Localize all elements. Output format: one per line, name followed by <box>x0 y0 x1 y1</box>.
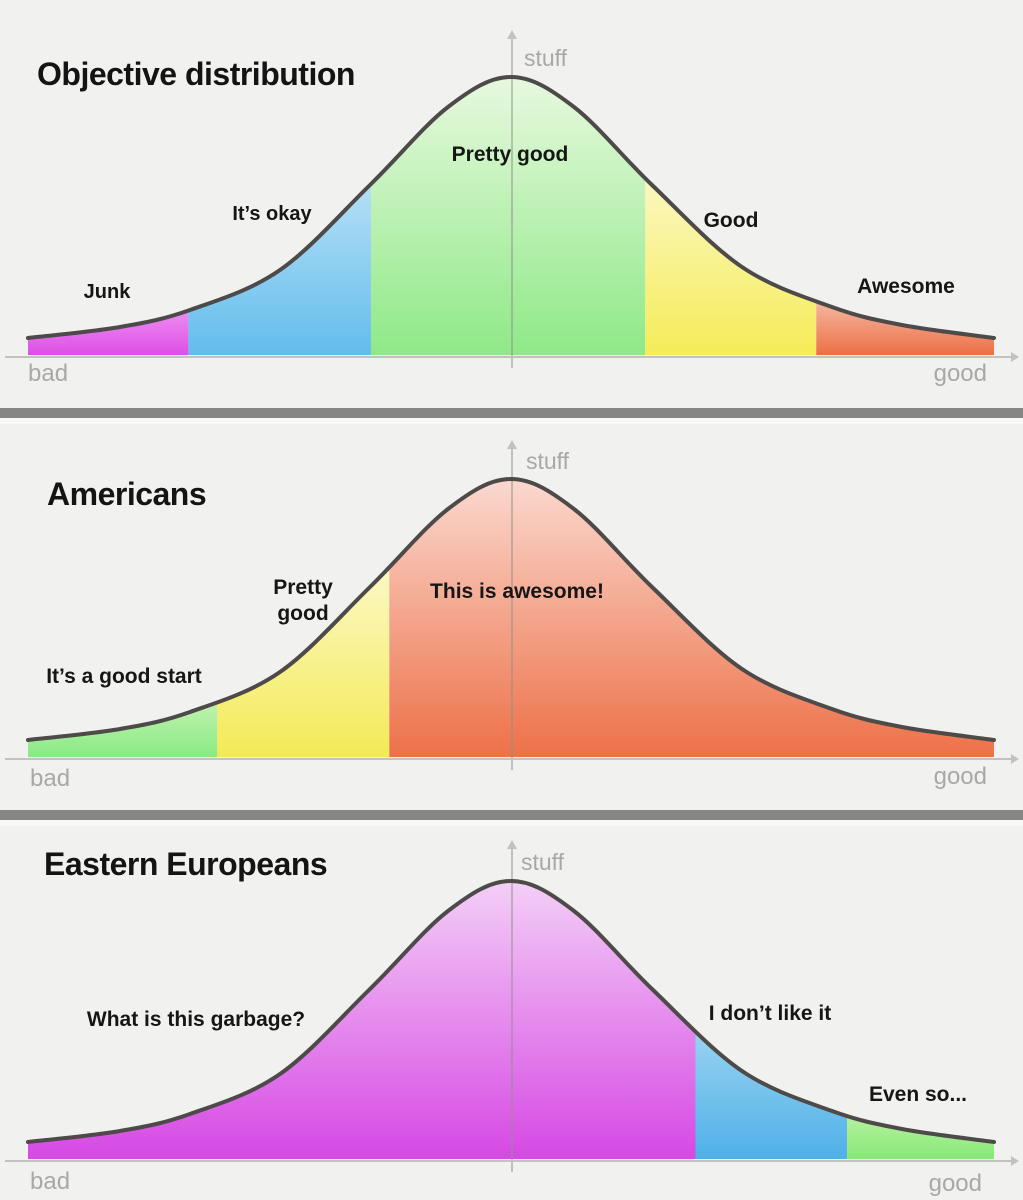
x-axis-label-good: good <box>928 1170 982 1197</box>
segment-label-this-is-awesome: This is awesome! <box>430 580 604 603</box>
panel-eastern-europeans: Eastern Europeans stuff What is this gar… <box>0 826 1023 1200</box>
panel-divider <box>0 408 1023 424</box>
panel-divider <box>0 810 1023 826</box>
chart-title: Americans <box>47 476 207 512</box>
segment-label-awesome: Awesome <box>857 275 955 298</box>
segment-label-pretty-good: Pretty good <box>451 143 569 166</box>
x-axis-label-good: good <box>933 360 987 387</box>
chart-title: Eastern Europeans <box>44 846 328 882</box>
bell-chart-americans <box>5 440 1019 770</box>
segment-label-junk: Junk <box>83 281 131 303</box>
segment-label-pretty-good: Pretty good <box>273 576 333 625</box>
y-axis-label-stuff: stuff <box>524 45 568 71</box>
segment-label-good: Good <box>703 209 759 232</box>
segment-label-dont-like-it: I don’t like it <box>708 1002 832 1025</box>
panel-americans: Americans stuff It’s a good start Pretty… <box>0 424 1023 810</box>
bell-chart-eastern-europeans <box>5 840 1019 1172</box>
chart-title: Objective distribution <box>37 56 355 92</box>
x-axis-label-bad: bad <box>30 1168 71 1195</box>
y-axis-label-stuff: stuff <box>521 849 565 875</box>
x-axis-label-bad: bad <box>30 765 71 792</box>
x-axis-label-good: good <box>933 763 987 790</box>
segment-label-even-so: Even so... <box>868 1083 968 1106</box>
segment-label-garbage: What is this garbage? <box>86 1008 306 1031</box>
y-axis-label-stuff: stuff <box>526 448 570 474</box>
x-axis-label-bad: bad <box>28 360 69 387</box>
panel-objective-distribution: Objective distribution stuff Junk It’s o… <box>0 0 1023 408</box>
segment-label-good-start: It’s a good start <box>46 665 202 688</box>
segment-label-its-okay: It’s okay <box>232 203 312 225</box>
bell-chart-objective <box>5 30 1019 368</box>
